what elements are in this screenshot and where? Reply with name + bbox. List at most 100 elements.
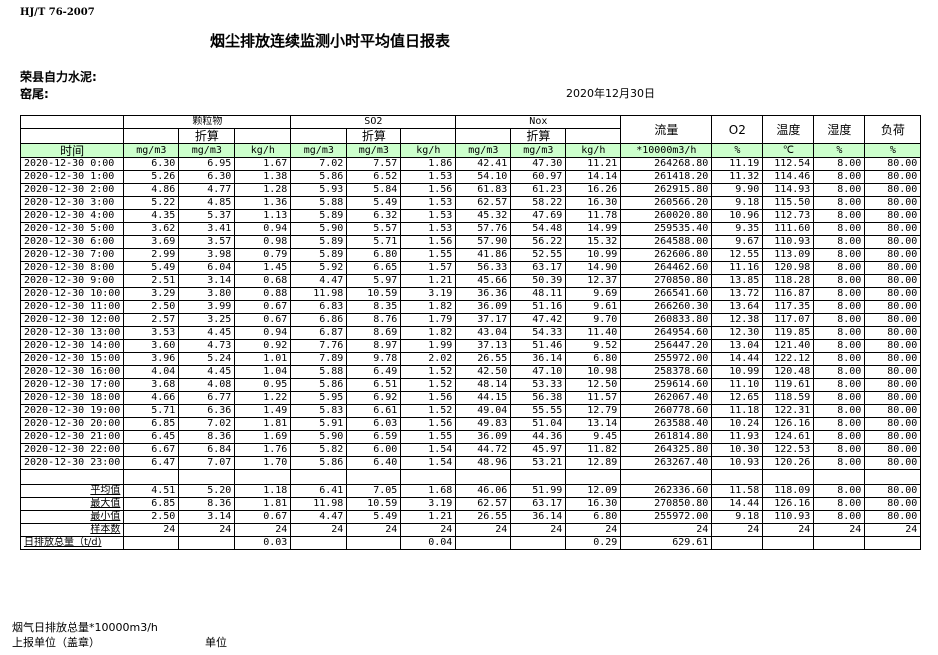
value-cell: 112.73 — [762, 209, 815, 223]
value-cell: 7.89 — [290, 352, 348, 366]
value-cell: 3.41 — [178, 222, 236, 236]
value-cell: 5.49 — [346, 196, 402, 210]
unit-cell: mg/m3 — [510, 143, 567, 158]
value-cell: 263588.40 — [620, 417, 713, 431]
stat-value: 36.14 — [510, 510, 567, 524]
header-blank — [400, 128, 457, 144]
value-cell: 6.80 — [346, 248, 402, 262]
value-cell: 80.00 — [864, 404, 922, 418]
value-cell: 1.13 — [234, 209, 292, 223]
value-cell: 80.00 — [864, 261, 922, 275]
report-table: 颗粒物 SO2 Nox 流量 O2 温度 湿度 负荷 折算 折算 折算 — [19, 115, 922, 550]
value-cell: 60.97 — [510, 170, 567, 184]
stat-value: 24 — [123, 523, 180, 537]
value-cell: 120.48 — [762, 365, 815, 379]
value-cell: 110.93 — [762, 235, 815, 249]
stat-value: 24 — [400, 523, 457, 537]
value-cell: 1.56 — [400, 235, 457, 249]
value-cell: 44.15 — [455, 391, 512, 405]
value-cell: 11.10 — [711, 378, 764, 392]
value-cell: 4.35 — [123, 209, 180, 223]
value-cell: 11.19 — [711, 157, 764, 171]
flue-gas-total-label: 烟气日排放总量*10000m3/h — [12, 621, 158, 634]
value-cell: 11.32 — [711, 170, 764, 184]
value-cell: 45.32 — [455, 209, 512, 223]
value-cell: 4.04 — [123, 365, 180, 379]
value-cell: 80.00 — [864, 352, 922, 366]
value-cell: 6.84 — [178, 443, 236, 457]
stat-label: 最大值 — [19, 497, 125, 511]
value-cell: 12.55 — [711, 248, 764, 262]
blank-row — [19, 469, 922, 485]
table-row: 2020-12-30 3:00 5.22 4.85 1.36 5.88 5.49 1.53 6… — [19, 196, 922, 210]
table-row: 2020-12-30 2:00 4.86 4.77 1.28 5.93 5.84 1.56 6… — [19, 183, 922, 197]
value-cell: 13.04 — [711, 339, 764, 353]
value-cell: 1.56 — [400, 183, 457, 197]
value-cell: 3.98 — [178, 248, 236, 262]
value-cell: 10.96 — [711, 209, 764, 223]
value-cell: 8.00 — [813, 339, 866, 353]
value-cell: 42.41 — [455, 157, 512, 171]
value-cell: 117.07 — [762, 313, 815, 327]
stat-label: 最小值 — [19, 510, 125, 524]
table-row: 2020-12-30 12:00 2.57 3.25 0.67 6.86 8.76 1.79… — [19, 313, 922, 327]
stat-value: 270850.80 — [620, 497, 713, 511]
value-cell: 8.00 — [813, 404, 866, 418]
header-humidity: 湿度 — [813, 115, 866, 144]
value-cell: 1.38 — [234, 170, 292, 184]
value-cell: 256447.20 — [620, 339, 713, 353]
value-cell: 3.96 — [123, 352, 180, 366]
value-cell: 41.86 — [455, 248, 512, 262]
empty-cell — [290, 469, 348, 485]
unit-cell: kg/h — [400, 143, 457, 158]
value-cell: 9.90 — [711, 183, 764, 197]
time-cell: 2020-12-30 19:00 — [19, 404, 125, 418]
daily-total-value — [290, 536, 348, 550]
stat-value: 24 — [234, 523, 292, 537]
header-blank — [455, 128, 512, 144]
value-cell: 57.76 — [455, 222, 512, 236]
value-cell: 8.00 — [813, 300, 866, 314]
value-cell: 117.35 — [762, 300, 815, 314]
value-cell: 0.79 — [234, 248, 292, 262]
value-cell: 80.00 — [864, 456, 922, 470]
value-cell: 255972.00 — [620, 352, 713, 366]
time-cell: 2020-12-30 15:00 — [19, 352, 125, 366]
value-cell: 119.85 — [762, 326, 815, 340]
value-cell: 61.23 — [510, 183, 567, 197]
value-cell: 264268.80 — [620, 157, 713, 171]
value-cell: 5.86 — [290, 378, 348, 392]
empty-cell — [813, 469, 866, 485]
value-cell: 9.45 — [565, 430, 622, 444]
value-cell: 80.00 — [864, 430, 922, 444]
header-converted: 折算 — [510, 128, 567, 144]
page-title: 烟尘排放连续监测小时平均值日报表 — [210, 32, 451, 50]
value-cell: 8.00 — [813, 235, 866, 249]
value-cell: 5.88 — [290, 196, 348, 210]
value-cell: 5.71 — [346, 235, 402, 249]
value-cell: 56.33 — [455, 261, 512, 275]
value-cell: 54.33 — [510, 326, 567, 340]
value-cell: 8.00 — [813, 274, 866, 288]
stat-value: 24 — [565, 523, 622, 537]
value-cell: 8.35 — [346, 300, 402, 314]
stat-value: 255972.00 — [620, 510, 713, 524]
value-cell: 13.14 — [565, 417, 622, 431]
unit-cell: % — [813, 143, 866, 158]
value-cell: 11.21 — [565, 157, 622, 171]
stat-row: 最小值 2.50 3.14 0.67 4.47 5.49 1.21 26.55 36.14 6.8… — [19, 510, 922, 524]
value-cell: 111.60 — [762, 222, 815, 236]
value-cell: 12.89 — [565, 456, 622, 470]
time-cell: 2020-12-30 7:00 — [19, 248, 125, 262]
value-cell: 112.54 — [762, 157, 815, 171]
value-cell: 5.95 — [290, 391, 348, 405]
time-cell: 2020-12-30 12:00 — [19, 313, 125, 327]
empty-cell — [864, 469, 922, 485]
value-cell: 80.00 — [864, 417, 922, 431]
value-cell: 8.00 — [813, 391, 866, 405]
value-cell: 10.98 — [565, 365, 622, 379]
stat-value: 24 — [813, 523, 866, 537]
value-cell: 5.37 — [178, 209, 236, 223]
value-cell: 3.68 — [123, 378, 180, 392]
